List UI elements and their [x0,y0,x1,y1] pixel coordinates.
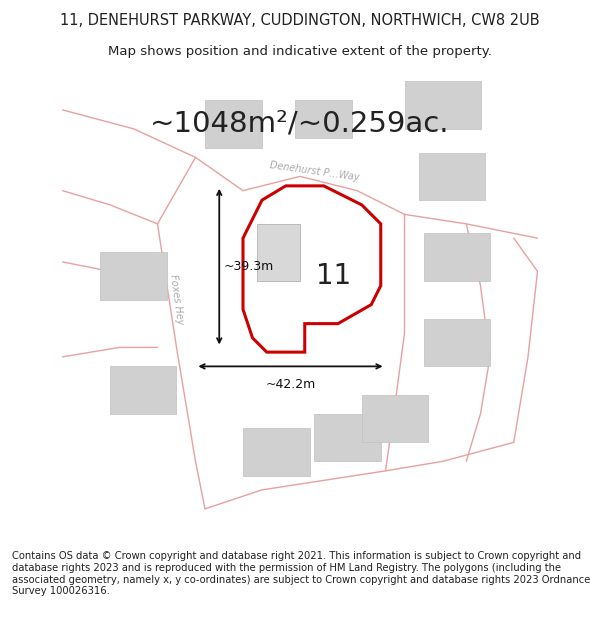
Text: 11: 11 [316,262,351,290]
Bar [295,101,352,138]
Polygon shape [257,224,300,281]
Bar [100,253,167,300]
Polygon shape [243,186,381,352]
Bar [424,319,490,366]
Text: 11, DENEHURST PARKWAY, CUDDINGTON, NORTHWICH, CW8 2UB: 11, DENEHURST PARKWAY, CUDDINGTON, NORTH… [60,13,540,28]
Text: Map shows position and indicative extent of the property.: Map shows position and indicative extent… [108,44,492,58]
Bar [424,233,490,281]
Text: ~39.3m: ~39.3m [224,260,274,273]
Bar [362,395,428,442]
Bar [419,152,485,200]
Polygon shape [62,72,538,547]
Text: Contains OS data © Crown copyright and database right 2021. This information is : Contains OS data © Crown copyright and d… [12,551,590,596]
Text: Foxes Hey: Foxes Hey [168,274,185,326]
Bar [243,428,310,476]
Text: ~42.2m: ~42.2m [265,378,316,391]
Bar [314,414,381,461]
Bar [110,366,176,414]
Text: ~1048m²/~0.259ac.: ~1048m²/~0.259ac. [150,110,450,138]
Text: Denehurst P…Way: Denehurst P…Way [269,161,360,183]
Bar [205,101,262,148]
Bar [404,81,481,129]
